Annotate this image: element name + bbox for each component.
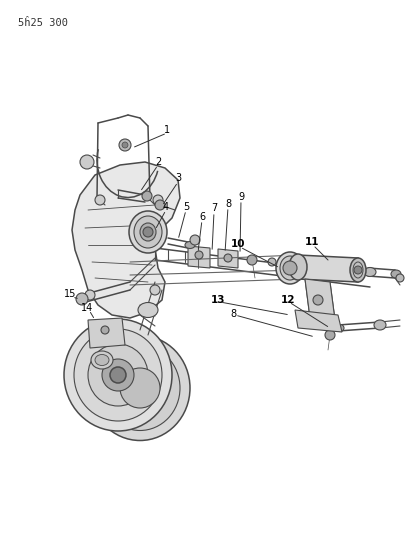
Text: 10: 10 <box>230 239 245 249</box>
Ellipse shape <box>390 270 400 278</box>
Ellipse shape <box>129 211 166 253</box>
Ellipse shape <box>395 274 403 282</box>
Text: 7: 7 <box>210 203 217 213</box>
Circle shape <box>189 235 200 245</box>
Polygon shape <box>88 318 125 348</box>
Ellipse shape <box>139 223 155 241</box>
Polygon shape <box>218 249 237 268</box>
Ellipse shape <box>279 256 299 280</box>
Circle shape <box>312 317 322 327</box>
Circle shape <box>85 290 95 300</box>
Circle shape <box>122 142 128 148</box>
Circle shape <box>195 251 202 259</box>
Ellipse shape <box>100 345 180 431</box>
Text: 13: 13 <box>210 295 225 305</box>
Polygon shape <box>304 279 334 320</box>
Text: 14: 14 <box>81 303 93 313</box>
Circle shape <box>95 195 105 205</box>
Text: 8: 8 <box>225 199 231 209</box>
Text: 4: 4 <box>162 202 169 212</box>
Text: 15: 15 <box>64 289 76 299</box>
Circle shape <box>150 285 160 295</box>
Circle shape <box>246 255 256 265</box>
Text: 12: 12 <box>280 295 294 305</box>
Circle shape <box>110 367 126 383</box>
Text: 8: 8 <box>229 309 236 319</box>
Ellipse shape <box>373 320 385 330</box>
Ellipse shape <box>275 252 303 284</box>
Circle shape <box>312 295 322 305</box>
Circle shape <box>76 293 88 305</box>
Text: 3: 3 <box>175 173 181 183</box>
Text: 2: 2 <box>155 157 161 167</box>
Circle shape <box>223 254 231 262</box>
Ellipse shape <box>134 216 162 248</box>
Circle shape <box>142 191 152 201</box>
Ellipse shape <box>138 303 157 318</box>
Circle shape <box>80 155 94 169</box>
Text: 6: 6 <box>198 212 204 222</box>
Circle shape <box>267 258 275 266</box>
Text: 5ĥ25 300: 5ĥ25 300 <box>18 18 68 28</box>
Ellipse shape <box>363 268 375 277</box>
Ellipse shape <box>90 335 189 440</box>
Polygon shape <box>188 246 209 268</box>
Ellipse shape <box>95 354 109 366</box>
Text: 11: 11 <box>304 237 319 247</box>
Circle shape <box>119 139 131 151</box>
Text: 5: 5 <box>182 202 189 212</box>
Text: 9: 9 <box>237 192 243 202</box>
Polygon shape <box>294 310 341 332</box>
Circle shape <box>120 368 160 408</box>
Circle shape <box>143 227 153 237</box>
Ellipse shape <box>335 325 343 332</box>
Ellipse shape <box>349 258 365 282</box>
Polygon shape <box>297 255 357 282</box>
Circle shape <box>155 200 164 210</box>
Ellipse shape <box>184 241 195 248</box>
Polygon shape <box>72 162 180 318</box>
Circle shape <box>102 359 134 391</box>
Circle shape <box>324 330 334 340</box>
Ellipse shape <box>88 344 148 406</box>
Ellipse shape <box>288 254 306 280</box>
Circle shape <box>353 266 361 274</box>
Ellipse shape <box>91 351 113 369</box>
Circle shape <box>101 326 109 334</box>
Text: 1: 1 <box>164 125 170 135</box>
Ellipse shape <box>64 319 172 431</box>
Ellipse shape <box>74 329 162 421</box>
Circle shape <box>282 261 296 275</box>
Circle shape <box>153 195 163 205</box>
